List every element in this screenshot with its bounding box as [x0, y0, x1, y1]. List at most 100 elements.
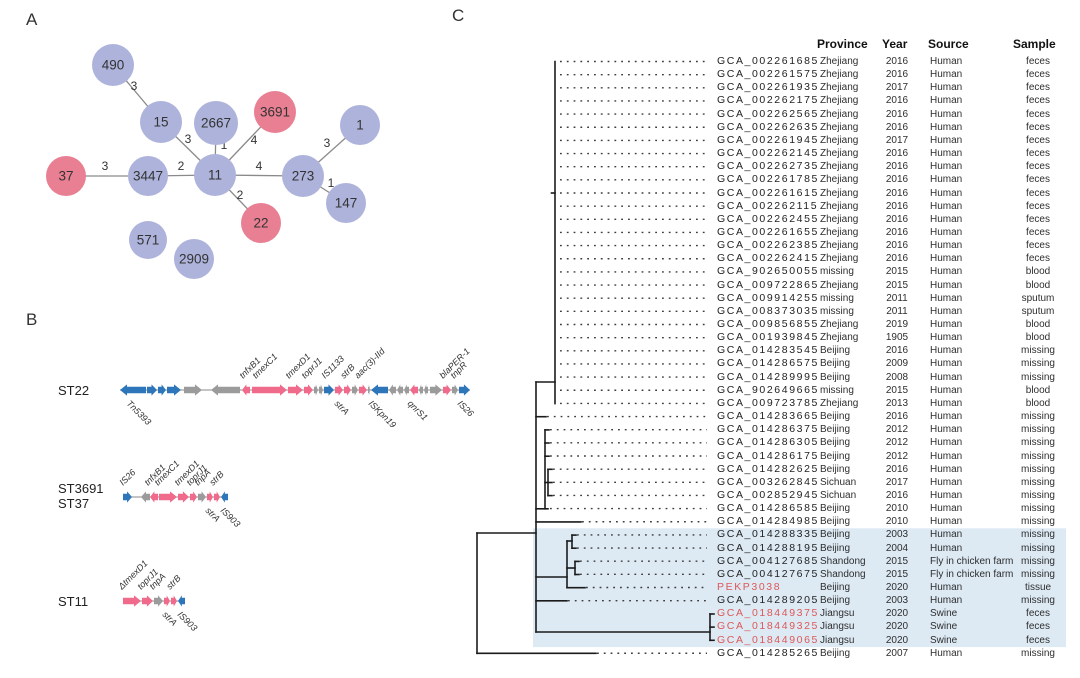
gene-arrow: [120, 384, 146, 396]
cell-year: 2016: [885, 240, 909, 252]
cell-province: Zhejiang: [820, 82, 859, 94]
cell-year: 2017: [885, 134, 909, 146]
cell-province: Beijing: [820, 345, 851, 357]
gene-arrow: [164, 595, 170, 607]
gene-arrow: [252, 384, 287, 396]
cell-province: Zhejiang: [820, 397, 859, 409]
cell-province: Beijing: [820, 595, 851, 607]
cell-year: 2004: [885, 542, 909, 554]
cell-sample: feces: [1026, 56, 1050, 67]
cell-year: 2016: [885, 56, 909, 67]
table-row: GCA_009856855 Zhejiang 2019 Human blood: [0, 318, 1080, 331]
cell-province: Sichuan: [820, 489, 857, 501]
table-row: GCA_902649665 missing 2015 Human blood: [0, 384, 1080, 397]
table-row: GCA_014285265 Beijing 2007 Human missing: [0, 647, 1080, 660]
cell-accession: GCA_014283665: [717, 410, 819, 423]
cell-accession: GCA_002262115: [717, 199, 819, 212]
cell-source: Human: [930, 411, 963, 423]
gene-arrow: [123, 595, 141, 607]
table-row: GCA_002261785 Zhejiang 2016 Human feces: [0, 173, 1080, 186]
cell-source: Human: [930, 371, 963, 383]
cell-source: Human: [930, 332, 963, 344]
table-row: GCA_002261685 Zhejiang 2016 Human feces: [0, 55, 1080, 68]
cell-province: Zhejiang: [820, 226, 859, 238]
panel-a-label: A: [26, 10, 38, 29]
cell-source: Human: [930, 226, 963, 238]
cell-year: 2016: [885, 187, 909, 199]
cell-source: Human: [930, 292, 963, 304]
cell-province: Zhejiang: [820, 121, 859, 133]
cell-province: missing: [820, 292, 854, 304]
st-node-label: 147: [335, 196, 358, 211]
st-node: [140, 101, 182, 143]
table-row: GCA_014286585 Beijing 2010 Human missing: [0, 502, 1080, 515]
gene-arrow: [178, 595, 185, 607]
table-row: GCA_014288335 Beijing 2003 Human missing: [0, 528, 1080, 541]
cell-source: Human: [930, 595, 963, 607]
gene-arrow: [142, 595, 153, 607]
st-node: [46, 156, 86, 196]
cell-year: 2016: [885, 108, 909, 120]
cell-province: Zhejiang: [820, 161, 859, 173]
cell-accession: GCA_008373035: [717, 304, 819, 317]
cell-source: Human: [930, 516, 963, 528]
gene-arrow: [141, 491, 150, 503]
table-row: GCA_004127685 Shandong 2015 Fly in chicken …: [0, 555, 1080, 568]
st-node: [241, 203, 281, 243]
st-node-label: 3691: [260, 105, 290, 120]
cell-source: Swine: [930, 608, 958, 620]
cell-sample: feces: [1026, 108, 1050, 120]
cell-sample: missing: [1021, 516, 1055, 528]
table-row: GCA_002261945 Zhejiang 2017 Human feces: [0, 134, 1080, 147]
cell-sample: missing: [1021, 424, 1055, 436]
cell-accession: GCA_002262385: [717, 239, 819, 252]
cell-sample: feces: [1026, 608, 1050, 620]
cell-accession: GCA_002261575: [717, 68, 819, 81]
gene-arrow: [242, 384, 250, 396]
cell-province: Jiangsu: [820, 634, 855, 646]
gene-arrow: [171, 595, 177, 607]
table-row: GCA_014288195 Beijing 2004 Human missing: [0, 542, 1080, 555]
cell-year: 2016: [885, 345, 909, 357]
cell-accession: GCA_003262845: [717, 475, 819, 488]
cell-sample: tissue: [1024, 582, 1052, 593]
cell-sample: feces: [1026, 240, 1050, 252]
st-node-label: 37: [58, 169, 73, 184]
cell-source: Human: [930, 463, 963, 475]
cell-year: 2010: [885, 516, 909, 528]
edge-distance-label: 3: [102, 159, 109, 173]
st-node-label: 2909: [179, 252, 209, 267]
cell-source: Human: [930, 384, 963, 396]
cell-accession: GCA_014285265: [717, 646, 819, 659]
table-row: GCA_014289995 Beijing 2008 Human missing: [0, 371, 1080, 384]
cell-year: 2011: [886, 292, 908, 304]
gene-arrow: [207, 491, 213, 503]
cell-sample: feces: [1026, 253, 1050, 265]
table-row: GCA_002262635 Zhejiang 2016 Human feces: [0, 121, 1080, 134]
gene-arrow: [178, 491, 189, 503]
st-node: [340, 105, 380, 145]
cell-sample: feces: [1026, 161, 1050, 173]
st-node-label: 1: [356, 118, 364, 133]
cell-accession: GCA_014289995: [717, 370, 819, 383]
gene-arrow: [158, 384, 166, 396]
cell-accession: GCA_002261935: [717, 81, 819, 94]
cell-year: 2015: [885, 384, 909, 396]
cell-accession: GCA_018449065: [717, 633, 819, 646]
cell-sample: feces: [1026, 69, 1050, 81]
cell-year: 2020: [885, 582, 909, 593]
cell-accession: GCA_009722865: [717, 278, 819, 291]
cell-accession: GCA_009723785: [717, 396, 819, 409]
edge-distance-label: 2: [178, 159, 185, 173]
cell-province: Beijing: [820, 463, 851, 475]
cell-source: Human: [930, 134, 963, 146]
table-row: GCA_014286305 Beijing 2012 Human missing: [0, 436, 1080, 449]
gene-arrow: [221, 491, 228, 503]
cell-accession: GCA_001939845: [717, 331, 819, 344]
table-row: GCA_014282625 Beijing 2016 Human missing: [0, 463, 1080, 476]
gene-arrow: [198, 491, 206, 503]
cell-year: 2016: [885, 213, 909, 225]
gene-arrow: [211, 384, 240, 396]
cell-accession: GCA_002262565: [717, 107, 819, 120]
cell-year: 2012: [885, 424, 909, 436]
